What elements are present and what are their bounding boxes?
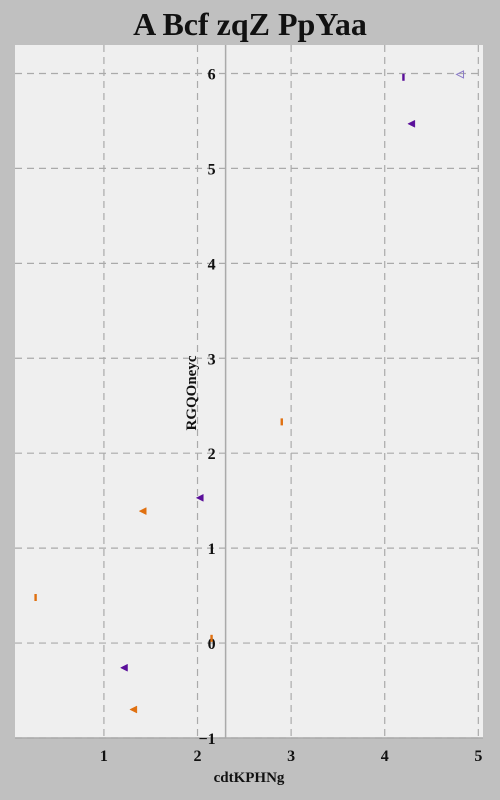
y-tick-label: −1 bbox=[198, 731, 215, 748]
data-point bbox=[210, 634, 213, 642]
data-point bbox=[129, 705, 138, 714]
plot-area bbox=[15, 45, 483, 738]
y-tick-label: 0 bbox=[208, 636, 216, 653]
x-tick-label: 3 bbox=[287, 748, 295, 765]
data-point bbox=[119, 663, 128, 672]
y-tick-label: 4 bbox=[208, 256, 216, 273]
data-point bbox=[455, 70, 465, 79]
y-tick-label: 6 bbox=[208, 66, 216, 83]
y-tick-label: 5 bbox=[208, 161, 216, 178]
data-points bbox=[34, 70, 465, 714]
chart-title: A Bcf zqZ PpYaa bbox=[133, 6, 367, 42]
data-point bbox=[195, 493, 204, 502]
x-tick-label: 1 bbox=[100, 748, 108, 765]
y-tick-label: 3 bbox=[208, 351, 216, 368]
axes bbox=[15, 45, 483, 739]
y-tick-label: 2 bbox=[208, 446, 216, 463]
x-tick-label: 4 bbox=[381, 748, 389, 765]
data-point bbox=[280, 418, 283, 426]
tick-labels: 1 2 3 4 5 −1 0 1 2 3 4 5 6 bbox=[100, 66, 482, 765]
data-point bbox=[407, 119, 416, 128]
y-tick-label: 1 bbox=[208, 541, 216, 558]
data-point bbox=[138, 507, 147, 516]
x-tick-label: 5 bbox=[474, 748, 482, 765]
x-tick-label: 2 bbox=[194, 748, 202, 765]
y-axis-label: RGQOneyc bbox=[184, 355, 200, 430]
data-point bbox=[34, 594, 37, 602]
x-axis-label: cdtKPHNg bbox=[214, 770, 285, 786]
data-point bbox=[402, 73, 405, 81]
